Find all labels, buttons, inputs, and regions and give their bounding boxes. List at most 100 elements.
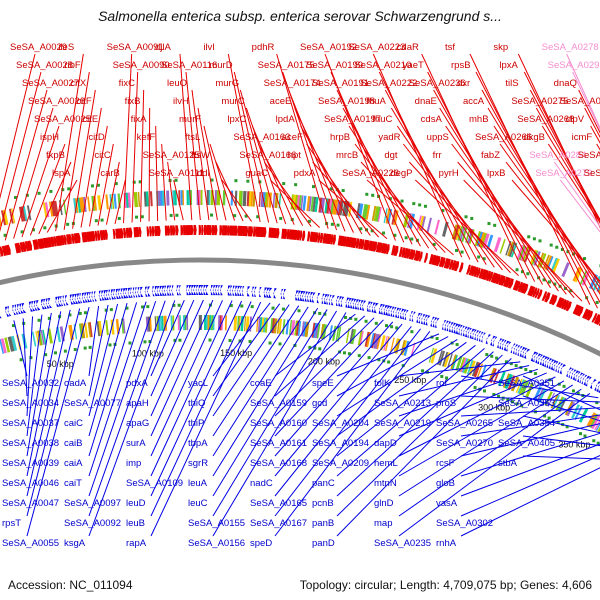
reverse-gene-arrow — [566, 367, 573, 378]
forward-gene-arrow — [193, 225, 197, 236]
forward-cog-block — [552, 258, 560, 274]
reverse-gene-label: panB — [312, 518, 334, 529]
reverse-gene-arrow — [176, 285, 180, 296]
reverse-label-connector — [336, 344, 476, 457]
feature-tick — [579, 432, 583, 436]
reverse-label-connector — [88, 302, 128, 437]
forward-cog-block — [127, 192, 132, 208]
reverse-gene-arrow — [546, 358, 553, 369]
forward-cog-block — [509, 242, 516, 257]
forward-label-connector — [106, 161, 120, 225]
forward-gene-label: lspA — [52, 168, 71, 179]
feature-tick — [547, 280, 551, 284]
forward-label-connector — [4, 89, 48, 241]
feature-tick — [395, 326, 399, 330]
feature-tick — [527, 235, 531, 239]
forward-gene-arrow — [172, 225, 176, 236]
forward-gene-arrow — [175, 225, 179, 236]
feature-tick — [11, 324, 15, 328]
reverse-label-connector — [26, 308, 81, 517]
forward-gene-arrow — [234, 225, 238, 236]
feature-tick — [329, 187, 333, 191]
forward-gene-arrow — [224, 225, 228, 236]
reverse-gene-arrow — [130, 287, 133, 298]
forward-label-connector — [197, 107, 218, 221]
forward-label-connector — [227, 53, 261, 223]
forward-cog-block — [408, 213, 416, 229]
reverse-gene-arrow — [132, 287, 136, 298]
forward-gene-arrow — [99, 230, 104, 241]
reverse-gene-label: apaH — [126, 398, 149, 409]
forward-cog-block — [434, 219, 440, 235]
forward-gene-label: SeSA_A0222 — [360, 78, 417, 89]
reverse-label-connector — [212, 309, 328, 497]
feature-tick — [485, 353, 489, 357]
forward-gene-label: SeSA_A0025 — [34, 114, 91, 125]
reverse-gene-arrow — [105, 289, 110, 300]
reverse-gene-arrow — [4, 306, 10, 317]
reverse-label-connector — [460, 414, 600, 437]
feature-tick — [385, 324, 389, 328]
feature-tick — [96, 183, 100, 187]
feature-tick — [571, 389, 575, 393]
reverse-gene-arrow — [383, 304, 389, 316]
feature-tick — [556, 420, 560, 424]
feature-tick — [506, 398, 510, 402]
reverse-gene-label: SeSA_A0354 — [498, 418, 555, 429]
forward-gene-arrow — [591, 312, 598, 323]
forward-gene-arrow — [423, 252, 428, 263]
reverse-gene-arrow — [81, 292, 86, 303]
reverse-gene-arrow — [434, 317, 440, 329]
forward-gene-arrow — [63, 234, 67, 245]
forward-cog-block — [117, 193, 121, 209]
forward-gene-label: frr — [433, 150, 442, 161]
scale-tick-label: 200 kbp — [308, 357, 340, 367]
forward-gene-arrow — [433, 255, 439, 266]
forward-label-connector — [553, 161, 600, 228]
forward-gene-label: hpt — [288, 150, 302, 161]
forward-gene-label: lpxA — [499, 60, 518, 71]
forward-gene-arrow — [438, 256, 444, 267]
forward-gene-arrow — [512, 280, 519, 291]
reverse-gene-arrow — [178, 285, 182, 296]
feature-tick — [68, 313, 72, 317]
feature-tick — [354, 317, 358, 321]
forward-gene-arrow — [125, 227, 130, 238]
reverse-cog-block — [564, 401, 574, 416]
reverse-gene-arrow — [144, 286, 148, 297]
feature-tick — [177, 303, 181, 307]
reverse-gene-arrow — [14, 304, 19, 315]
reverse-gene-label: coaE — [250, 378, 272, 389]
forward-label-connector — [354, 143, 438, 251]
forward-gene-label: SeSA_A0029 — [10, 42, 67, 53]
reverse-gene-arrow — [425, 315, 431, 326]
reverse-gene-label: rof — [436, 378, 447, 389]
forward-gene-label: SeSA_A0314 — [578, 150, 600, 161]
reverse-gene-arrow — [544, 357, 550, 368]
reverse-cog-block — [518, 379, 527, 395]
forward-gene-label: mhB — [469, 114, 489, 125]
reverse-gene-arrow — [388, 305, 393, 317]
reverse-gene-arrow — [113, 289, 117, 300]
reverse-gene-arrow — [137, 287, 141, 298]
feature-tick — [143, 340, 147, 344]
forward-label-connector — [457, 161, 575, 299]
reverse-gene-arrow — [93, 291, 97, 302]
reverse-label-connector — [460, 423, 600, 457]
forward-gene-arrow — [104, 229, 108, 240]
reverse-cog-block — [376, 334, 382, 350]
reverse-label-connector — [150, 301, 262, 537]
forward-cog-block — [186, 190, 190, 206]
reverse-label-connector — [150, 299, 204, 417]
forward-cog-block — [363, 204, 369, 220]
forward-gene-label: kefF — [137, 132, 156, 143]
forward-gene-arrow — [154, 226, 158, 237]
reverse-gene-arrow — [506, 341, 512, 352]
forward-gene-arrow — [211, 225, 215, 236]
feature-tick — [83, 346, 87, 350]
reverse-cog-block — [68, 324, 73, 341]
reverse-gene-arrow — [282, 289, 287, 300]
forward-gene-arrow — [71, 233, 75, 244]
forward-gene-label: hrpB — [330, 132, 350, 143]
reverse-gene-arrow — [227, 285, 231, 296]
